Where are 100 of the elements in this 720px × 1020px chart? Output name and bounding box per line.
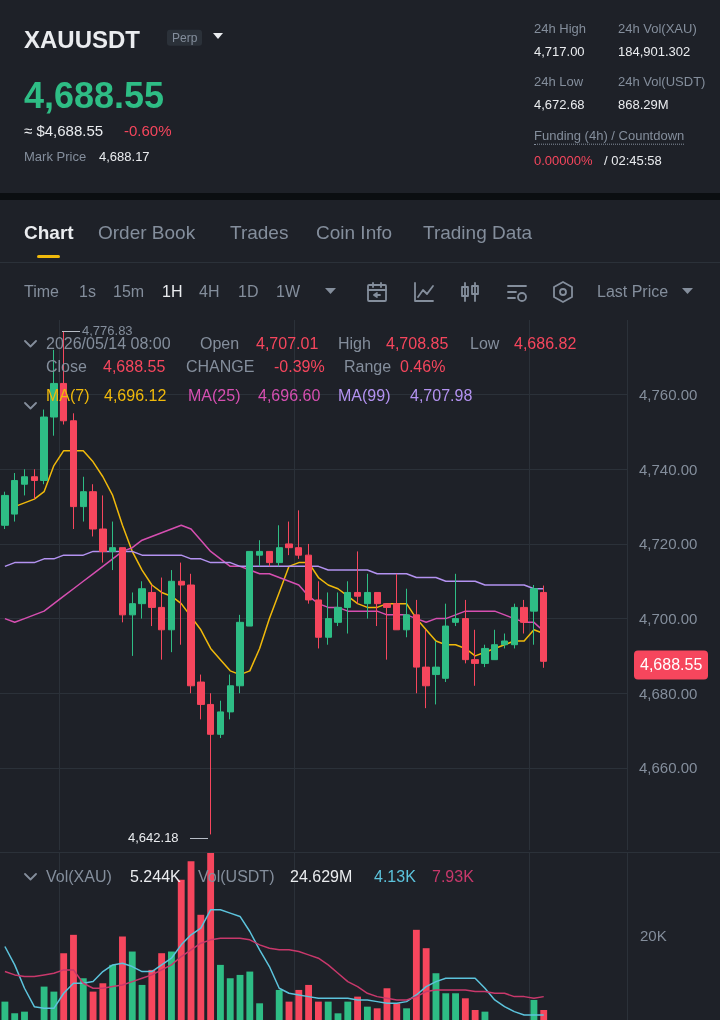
candlestick [432,640,440,705]
candlestick [422,629,430,709]
y-tick-label: 4,700.00 [639,610,698,628]
candlestick [148,584,156,627]
candlestick [530,584,538,646]
candlestick [138,580,146,620]
text: MA(25) [188,386,241,406]
text: 20K [640,927,667,945]
candlestick [109,521,116,571]
bar [354,996,362,1020]
bar [422,948,430,1020]
candlestick [491,629,498,661]
candlestick [80,476,87,523]
candlestick [471,629,479,687]
text: 24h High [534,21,587,37]
text: Funding (4h) / Countdown [534,127,685,145]
candlestick [413,599,420,694]
bar [158,953,166,1020]
y-tick-label: 4,740.00 [639,460,698,478]
annotation: 4,707.98 [410,386,473,406]
annotation: 4,696.60 [258,386,321,406]
annotation: 4,686.82 [514,334,577,354]
bar [128,951,136,1020]
bar [21,1011,28,1020]
candlestick [285,521,293,556]
candlestick [187,573,195,694]
candlestick [383,603,391,661]
bar [119,936,126,1020]
text: 4,717.00 [534,44,585,60]
candlestick [374,591,381,627]
candlestick [207,692,214,835]
candlestick [11,472,18,523]
text: 4,672.68 [534,97,585,113]
annotation: 7.93K [432,867,474,887]
annotation: 4.13K [374,867,416,887]
bar [452,993,459,1020]
candlestick [21,468,28,496]
candlestick [403,588,410,638]
text: 24h Vol(XAU) [618,21,697,37]
text: Perp [167,29,203,47]
line-series [4,550,545,590]
candlestick [178,562,185,646]
annotation: Open [200,334,240,354]
annotation: 4,708.85 [386,334,449,354]
candlestick [70,412,77,530]
annotation: 4,688.55 [103,357,166,377]
bar [168,951,175,1020]
annotation: Vol(XAU) [46,867,112,887]
text: 4H [199,282,220,302]
candlestick [99,494,107,564]
annotation: 24.629M [290,867,353,887]
bar [334,1013,342,1020]
annotation: -0.39% [274,357,325,377]
candlestick [158,577,165,661]
candlestick [540,585,547,669]
candlestick [442,603,449,683]
candlestick [266,550,273,567]
text: 4,688.55 [24,74,165,118]
bar [99,983,107,1020]
text: 868.29M [618,97,669,113]
bar [256,1003,264,1020]
candlestick [168,569,175,653]
candlestick [462,599,469,664]
candlestick [344,580,351,635]
text: 24h Low [534,74,584,90]
bar [50,991,58,1020]
bar [70,934,77,1020]
bar [40,986,48,1020]
text: Time [24,282,59,302]
chart-title: XAUUSDT [24,25,141,55]
text: / 02:45:58 [604,153,662,169]
bar [79,978,87,1020]
text: 4,688.17 [99,149,150,165]
candlestick [393,573,400,631]
text: MA(99) [338,386,391,406]
bar [226,978,234,1020]
text: Chart [24,221,74,245]
annotation: 0.46% [400,357,446,377]
bar [373,1008,381,1020]
text: 15m [113,282,145,302]
bar [197,914,205,1020]
candlestick [276,524,283,567]
annotation: CHANGE [186,357,255,377]
bar [344,1001,352,1020]
annotation: 4,707.01 [256,334,319,354]
text: 4,688.55 [634,650,709,680]
bar [246,971,254,1020]
bar [403,1008,410,1020]
text: ≈ $4,688.55 [24,122,104,140]
candlestick [511,603,518,649]
candlestick [354,550,361,605]
candlestick [227,674,234,720]
candlestick [501,633,508,649]
candlestick [256,539,263,567]
candlestick [481,644,489,668]
candlestick [40,409,48,485]
candlestick [295,509,302,560]
text: -0.60% [124,122,172,140]
bar [363,1006,371,1020]
bar [393,1003,401,1020]
